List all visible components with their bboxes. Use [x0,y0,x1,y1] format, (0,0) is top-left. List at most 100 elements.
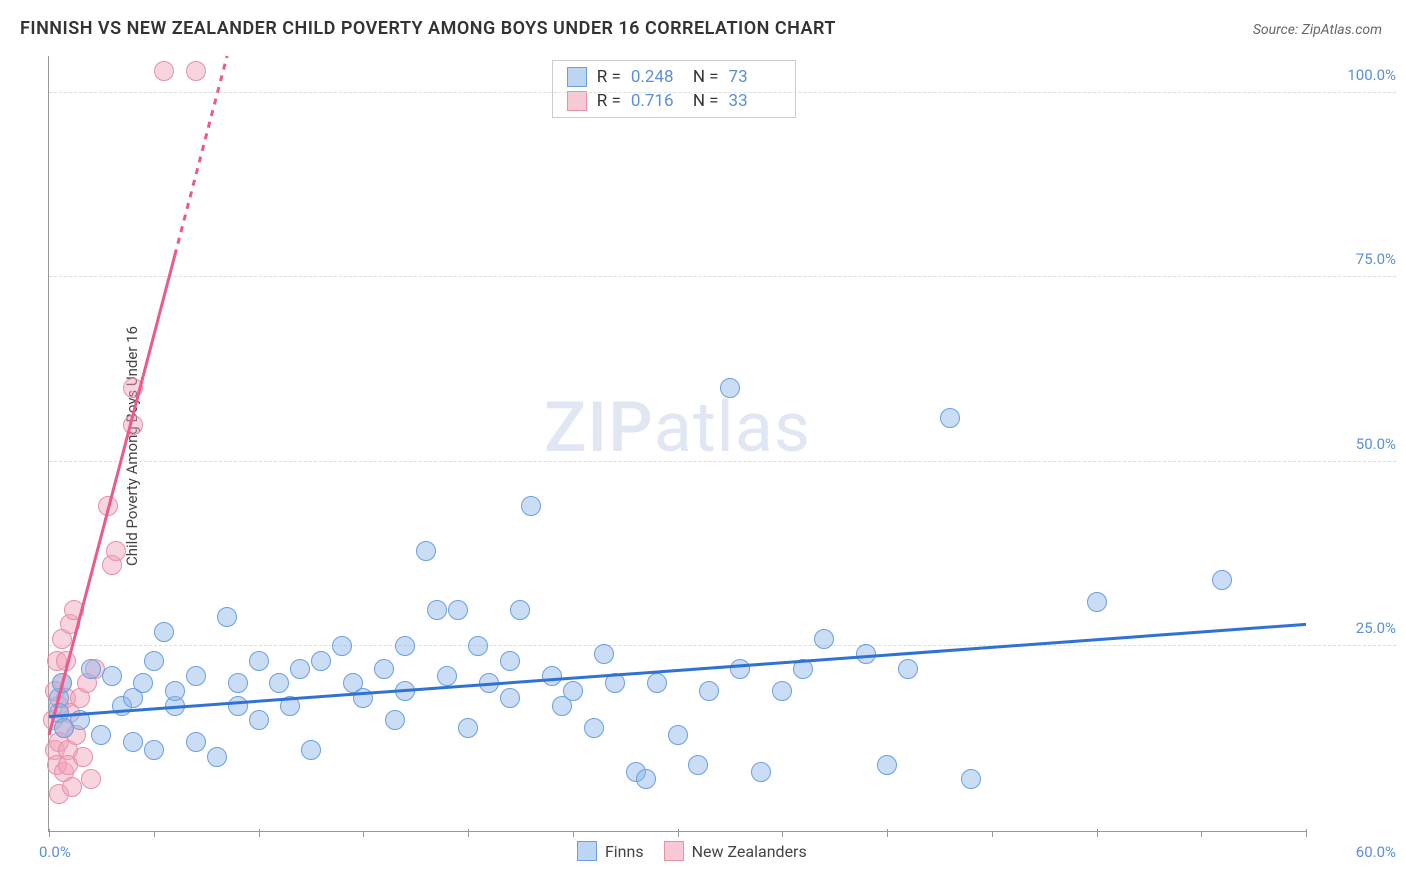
finns-point [751,762,771,782]
gridline [49,276,1396,277]
x-minor-tick [363,831,364,837]
source-attribution: Source: ZipAtlas.com [1253,22,1382,38]
finns-point [217,607,237,627]
finns-point [1212,570,1232,590]
x-minor-tick [992,831,993,837]
x-tick [887,829,888,837]
finns-point [448,600,468,620]
finns-point [458,718,478,738]
finns-point [563,681,583,701]
finns-point [395,636,415,656]
finns-point [437,666,457,686]
chart-title: FINNISH VS NEW ZEALANDER CHILD POVERTY A… [20,18,836,39]
finns-point [416,541,436,561]
x-minor-tick [782,831,783,837]
finns-point [269,673,289,693]
finns-point [228,673,248,693]
n-value: 73 [729,67,781,87]
x-axis-max-label: 60.0% [1356,843,1396,861]
finns-point [877,755,897,775]
finns-point [186,732,206,752]
finns-point [793,659,813,679]
finns-point [102,666,122,686]
finns-point [154,622,174,642]
nz-point [123,378,143,398]
nz-point [56,651,76,671]
finns-point [52,673,72,693]
nz-point [186,61,206,81]
x-tick [468,829,469,837]
nz-point [106,541,126,561]
finns-point [510,600,530,620]
legend-label: Finns [605,842,644,861]
legend-swatch [567,67,587,87]
finns-point [668,725,688,745]
finns-point [940,408,960,428]
finns-point [290,659,310,679]
finns-point [468,636,488,656]
finns-point [207,747,227,767]
finns-point [856,644,876,664]
x-minor-tick [1201,831,1202,837]
n-label: N = [693,91,719,111]
stats-row: R =0.248N =73 [567,65,781,89]
nz-point [123,415,143,435]
finns-point [605,673,625,693]
finns-point [772,681,792,701]
finns-point [144,740,164,760]
x-minor-tick [154,831,155,837]
gridline [49,645,1396,646]
legend-item: Finns [577,841,644,861]
finns-point [385,710,405,730]
finns-point [280,696,300,716]
finns-point [500,651,520,671]
finns-point [636,769,656,789]
r-value: 0.248 [631,67,683,87]
x-tick [259,829,260,837]
finns-point [249,651,269,671]
finns-point [594,644,614,664]
nz-point [154,61,174,81]
finns-point [1087,592,1107,612]
r-value: 0.716 [631,91,683,111]
finns-point [500,688,520,708]
r-label: R = [597,91,621,111]
nz-point [64,600,84,620]
finns-point [699,681,719,701]
x-tick [1306,829,1307,837]
finns-point [301,740,321,760]
y-tick-label: 100.0% [1316,66,1396,84]
finns-point [123,732,143,752]
scatter-chart: ZIPatlas R =0.248N =73R =0.716N =33 Finn… [48,56,1306,832]
finns-point [395,681,415,701]
finns-point [688,755,708,775]
finns-point [91,725,111,745]
watermark: ZIPatlas [544,387,811,469]
finns-point [374,659,394,679]
finns-point [311,651,331,671]
finns-point [898,659,918,679]
y-tick-label: 25.0% [1316,619,1396,637]
x-tick [49,829,50,837]
nz-point [62,777,82,797]
finns-point [720,378,740,398]
series-legend: Finns New Zealanders [577,841,807,861]
finns-point [186,666,206,686]
finns-point [521,496,541,516]
finns-point [814,629,834,649]
nz-point [73,747,93,767]
x-tick [1097,829,1098,837]
n-label: N = [693,67,719,87]
legend-swatch [577,841,597,861]
finns-point [81,659,101,679]
legend-item: New Zealanders [664,841,807,861]
legend-label: New Zealanders [692,842,807,861]
y-tick-label: 75.0% [1316,250,1396,268]
legend-swatch [664,841,684,861]
finns-point [584,718,604,738]
y-tick-label: 50.0% [1316,435,1396,453]
finns-point [479,673,499,693]
finns-point [427,600,447,620]
finns-point [961,769,981,789]
finns-point [647,673,667,693]
